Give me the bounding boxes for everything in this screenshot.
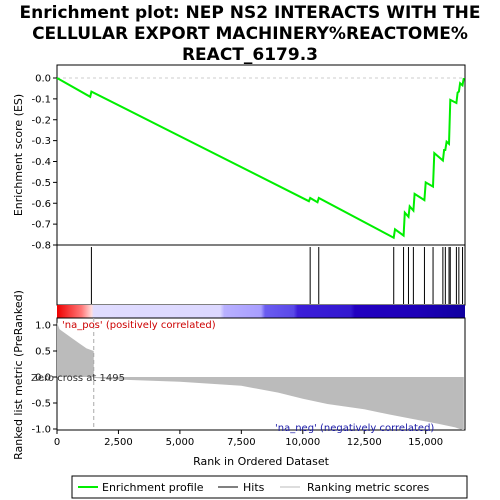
title-line-1: Enrichment plot: NEP NS2 INTERACTS WITH … (20, 3, 481, 23)
metric-y-tick-label: 0.5 (35, 347, 51, 358)
title-line-3: REACT_6179.3 (182, 45, 318, 65)
metric-y-tick-label: -0.5 (31, 399, 51, 410)
x-tick-label: 0 (54, 437, 60, 448)
legend-label-ranking: Ranking metric scores (307, 481, 429, 494)
ranking-color-bar (57, 305, 465, 318)
metric-y-axis-label: Ranked list metric (PreRanked) (12, 290, 25, 460)
es-y-tick-label: -0.3 (31, 136, 51, 147)
na-neg-annotation: 'na_neg' (negatively correlated) (275, 423, 434, 434)
x-tick-label: 5,000 (166, 437, 195, 448)
es-y-tick-label: -0.5 (31, 178, 51, 189)
es-y-tick-label: -0.7 (31, 220, 51, 231)
metric-y-tick-label: 1.0 (35, 321, 51, 332)
na-pos-annotation: 'na_pos' (positively correlated) (62, 320, 216, 331)
metric-y-tick-label: -1.0 (31, 425, 51, 436)
x-tick-label: 7,500 (227, 437, 256, 448)
es-y-tick-label: -0.8 (31, 241, 51, 252)
zero-cross-annotation: Zero cross at 1495 (31, 373, 125, 384)
legend-label-enrichment: Enrichment profile (102, 481, 204, 494)
es-y-tick-label: -0.4 (31, 157, 51, 168)
es-y-tick-label: -0.1 (31, 94, 51, 105)
x-tick-label: 2,500 (104, 437, 133, 448)
x-tick-label: 15,000 (408, 437, 443, 448)
x-axis-label: Rank in Ordered Dataset (193, 455, 330, 468)
x-tick-label: 12,500 (347, 437, 382, 448)
title-line-2: CELLULAR EXPORT MACHINERY%REACTOME% (32, 24, 468, 44)
es-y-tick-label: -0.2 (31, 115, 51, 126)
es-y-tick-label: 0.0 (35, 74, 51, 85)
x-tick-label: 10,000 (285, 437, 320, 448)
es-y-tick-label: -0.6 (31, 199, 51, 210)
es-y-axis-label: Enrichment score (ES) (12, 94, 25, 216)
legend-label-hits: Hits (243, 481, 265, 494)
